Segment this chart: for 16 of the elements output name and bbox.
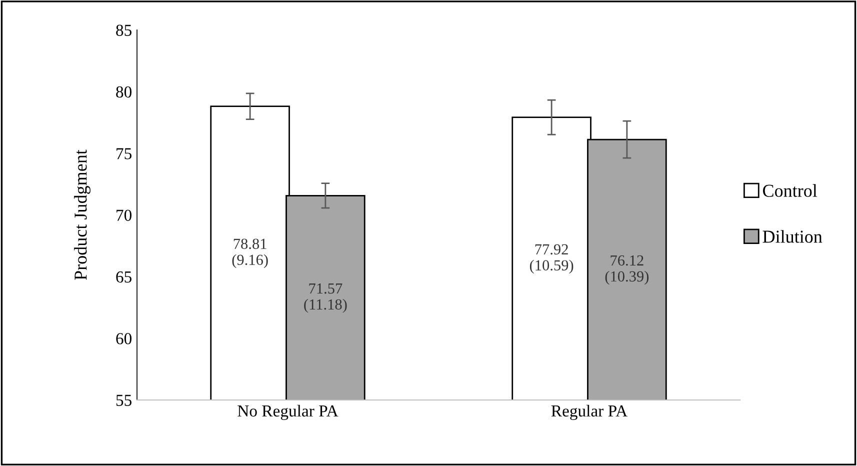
legend-label: Control	[762, 184, 818, 197]
x-tick-label: Regular PA	[551, 404, 628, 420]
legend-label: Dilution	[762, 230, 822, 243]
y-tick-label: 85	[116, 24, 132, 36]
y-tick-label: 70	[116, 210, 132, 221]
data-label: 71.57 (11.18)	[304, 283, 347, 313]
x-tick-label: No Regular PA	[238, 404, 338, 420]
y-tick-label: 75	[116, 148, 132, 160]
data-label: 77.92 (10.59)	[530, 244, 574, 274]
y-tick-label: 55	[116, 394, 132, 406]
y-axis-title: Product Judgment	[74, 150, 90, 280]
y-tick-label: 60	[116, 333, 132, 344]
data-label: 76.12 (10.39)	[605, 255, 649, 285]
data-label: 78.81 (9.16)	[232, 238, 268, 268]
y-tick-label: 65	[116, 271, 132, 283]
y-tick-label: 80	[116, 86, 132, 98]
